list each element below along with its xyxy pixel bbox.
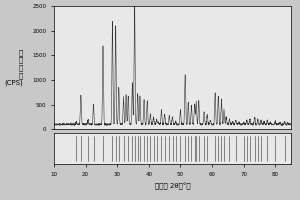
Y-axis label: 衍
射
强
度
(CPS): 衍 射 强 度 (CPS) [4,49,23,86]
X-axis label: 衍射角 2θ（°）: 衍射角 2θ（°） [155,182,190,190]
